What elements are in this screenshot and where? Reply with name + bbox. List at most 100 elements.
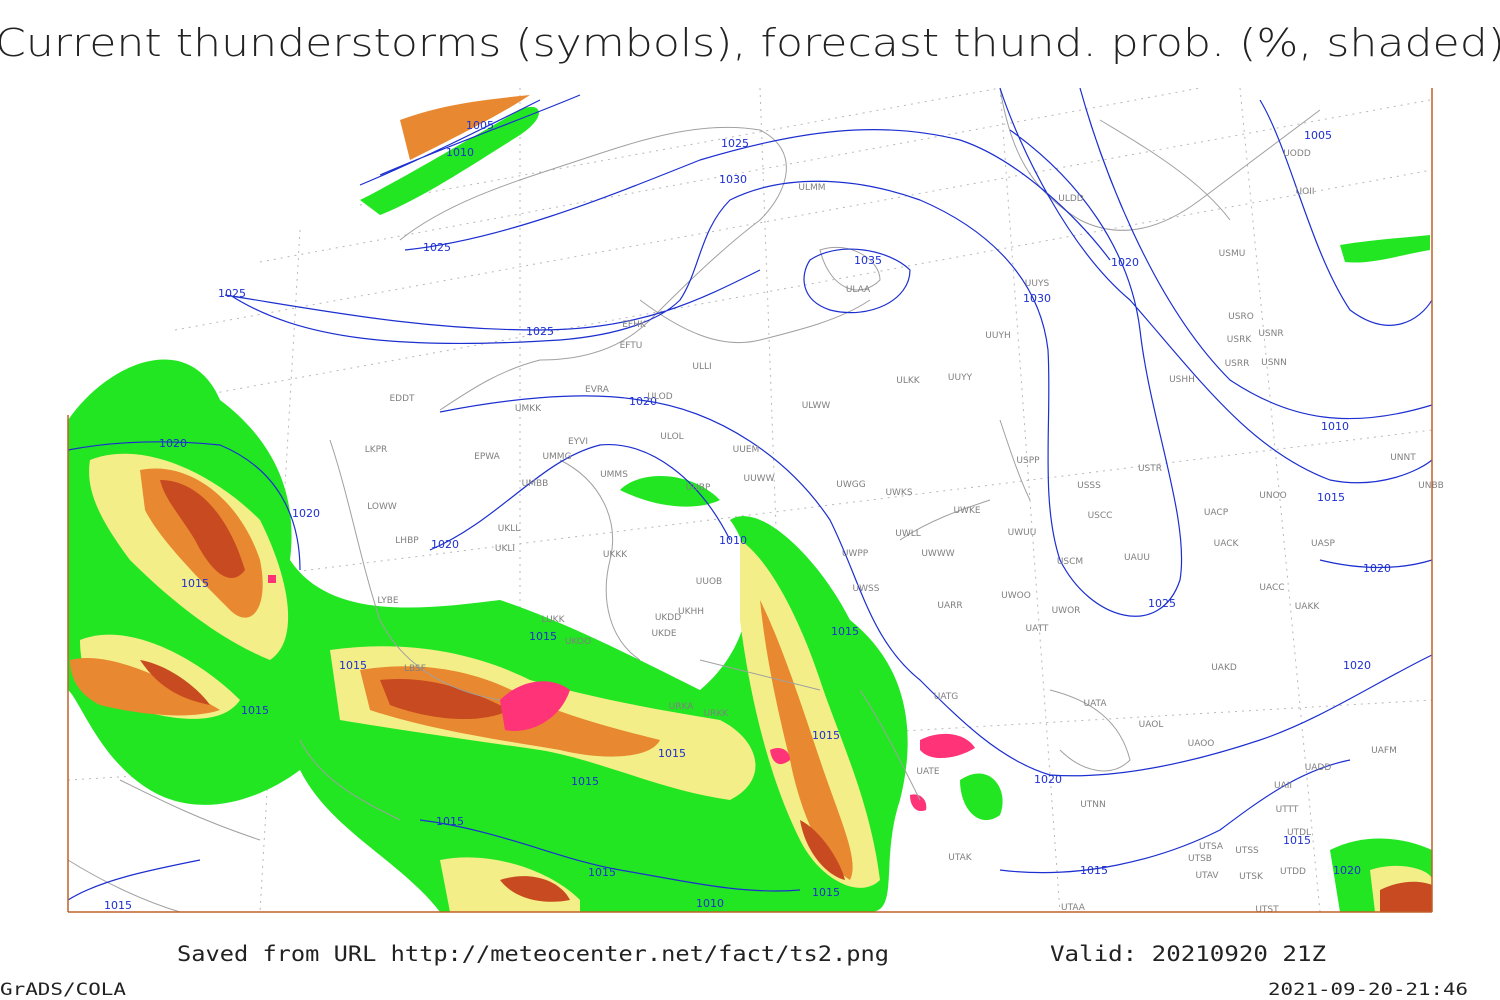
station-label: USMU xyxy=(1219,249,1246,259)
station-label: UWUU xyxy=(1008,528,1037,538)
station-label: UTSB xyxy=(1188,854,1212,864)
station-label: UWSS xyxy=(853,584,880,594)
station-label: UKOO xyxy=(565,637,591,647)
isobar-label: 1015 xyxy=(181,577,209,590)
station-label: UATE xyxy=(916,767,940,777)
probability-shading-part-part xyxy=(800,820,845,880)
probability-shading-part-part xyxy=(910,794,927,812)
station-label: UAFM xyxy=(1371,746,1397,756)
isobar-label: 1020 xyxy=(1034,773,1062,786)
station-label: UATG xyxy=(934,692,959,702)
station-label: LHBP xyxy=(395,536,419,546)
station-label: UKHH xyxy=(678,607,704,617)
station-label: UWOO xyxy=(1001,591,1031,601)
isobars xyxy=(67,87,1433,901)
station-label: UWWW xyxy=(921,549,954,559)
software-credit: GrADS/COLA xyxy=(0,980,126,1000)
station-label: UATA xyxy=(1083,699,1107,709)
station-label: UADD xyxy=(1305,763,1332,773)
station-label: UATT xyxy=(1026,624,1049,634)
station-label: USSS xyxy=(1077,481,1101,491)
probability-shading-part xyxy=(268,575,975,812)
station-label: UKKK xyxy=(603,550,628,560)
probability-shading-part-part xyxy=(1340,235,1430,263)
station-label: UTSA xyxy=(1199,842,1224,852)
probability-shading-part-part xyxy=(740,540,880,888)
isobar-label: 1020 xyxy=(431,538,459,551)
station-labels: UODD UOII ULDD ULMM USMU UUYS ULAA USRO USRK USNR… xyxy=(365,149,1444,915)
station-label: UTAA xyxy=(1061,903,1086,913)
isobar-label: 1005 xyxy=(1304,129,1332,142)
station-label: EFTU xyxy=(620,341,643,351)
station-label: UKDE xyxy=(651,629,676,639)
timestamp: 2021-09-20-21:46 xyxy=(1268,980,1468,1000)
isobar-label: 1025 xyxy=(721,137,749,150)
station-label: URKA xyxy=(669,702,695,712)
station-label: USPP xyxy=(1016,456,1040,466)
isobar-label: 1020 xyxy=(629,395,657,408)
station-label: UWKS xyxy=(885,488,912,498)
station-label: UAOL xyxy=(1139,720,1164,730)
isobar-label: 1025 xyxy=(218,287,246,300)
station-label: UMBB xyxy=(522,479,549,489)
map-title: Current thunderstorms (symbols), forecas… xyxy=(0,21,1500,65)
isobar-label: 1020 xyxy=(1333,864,1361,877)
isobar-label: 1010 xyxy=(719,534,747,547)
isobar-label: 1020 xyxy=(1343,659,1371,672)
isobar-label: 1015 xyxy=(588,866,616,879)
station-label: UARR xyxy=(937,601,962,611)
probability-shading-part-part xyxy=(140,660,210,705)
station-label: UKLL xyxy=(498,524,521,534)
probability-shading-part-part xyxy=(360,106,539,215)
isobars-part xyxy=(67,87,1433,901)
station-label: EVRA xyxy=(585,385,610,395)
station-label: UUOB xyxy=(696,577,722,587)
isobar-label: 1030 xyxy=(719,173,747,186)
coastlines-part xyxy=(67,87,1321,913)
station-label: UTSS xyxy=(1235,846,1259,856)
isobar-label: 1015 xyxy=(339,659,367,672)
station-label: USTR xyxy=(1138,464,1162,474)
probability-shading-part xyxy=(140,480,1432,912)
isobar-label: 1020 xyxy=(1111,256,1139,269)
station-label: USRR xyxy=(1225,359,1250,369)
station-label: LKPR xyxy=(365,445,388,455)
isobar-label: 1020 xyxy=(159,437,187,450)
station-label: UKLI xyxy=(495,544,515,554)
isobar-label: 1015 xyxy=(529,630,557,643)
station-label: LUKK xyxy=(542,615,566,625)
isobar-label: 1025 xyxy=(423,241,451,254)
station-label: UKDD xyxy=(655,613,681,623)
station-label: UTTT xyxy=(1276,805,1299,815)
station-label: EFHK xyxy=(622,320,647,330)
station-label: UUWW xyxy=(744,474,775,484)
probability-shading-part-part xyxy=(620,476,720,507)
station-label: UACP xyxy=(1204,508,1229,518)
isobar-label: 1015 xyxy=(1317,491,1345,504)
station-label: UUBP xyxy=(686,483,711,493)
probability-shading-part-part xyxy=(500,681,570,731)
isobar-label: 1015 xyxy=(436,815,464,828)
station-label: UWGG xyxy=(836,480,865,490)
station-label: USNN xyxy=(1261,358,1287,368)
coastlines xyxy=(67,87,1321,913)
station-label: UAKD xyxy=(1211,663,1237,673)
isobar-labels: 1005 1010 1025 1030 1025 1035 1025 1030 1025 1020… xyxy=(104,119,1391,912)
station-label: ULMM xyxy=(798,183,825,193)
station-label: USHH xyxy=(1169,375,1195,385)
station-label: UUYS xyxy=(1025,279,1050,289)
station-label: UMMS xyxy=(600,470,628,480)
station-label: UMKK xyxy=(515,404,542,414)
station-label: USRO xyxy=(1228,312,1254,322)
station-label: UACK xyxy=(1214,539,1240,549)
probability-shading-part-part xyxy=(1380,881,1432,912)
station-label: ULOL xyxy=(660,432,683,442)
station-label: UTAK xyxy=(948,853,973,863)
station-label: EPWA xyxy=(474,452,501,462)
station-label: UTAV xyxy=(1195,871,1219,881)
station-label: EYVI xyxy=(568,437,588,447)
isobar-label: 1020 xyxy=(292,507,320,520)
station-label: ULDD xyxy=(1058,194,1084,204)
station-label: UODD xyxy=(1283,149,1311,159)
